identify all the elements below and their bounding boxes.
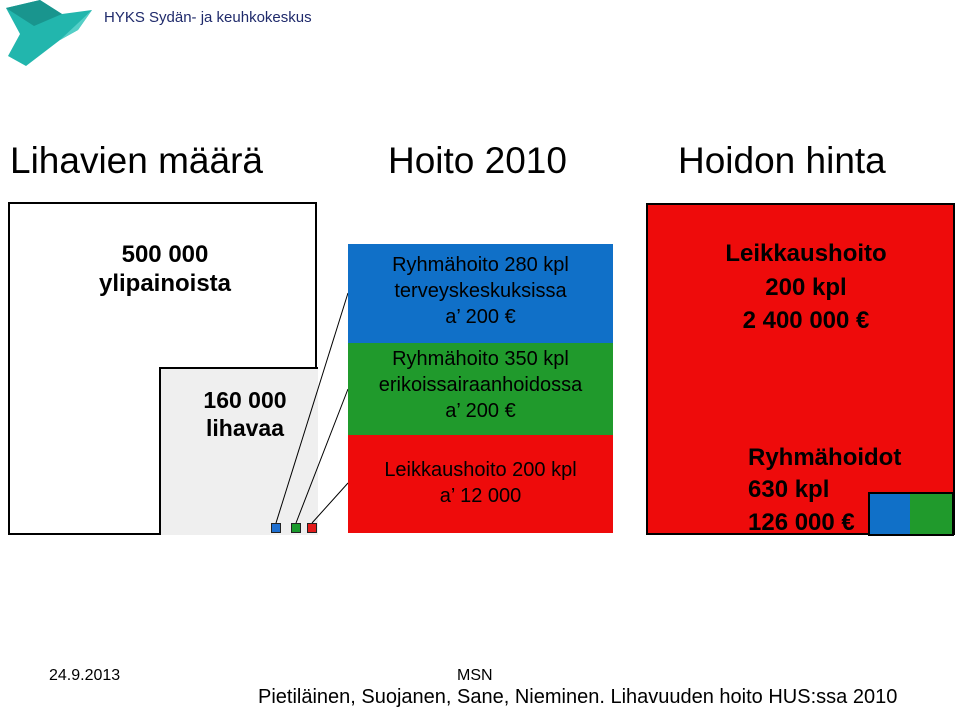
surgery-cost-box: [646, 203, 955, 535]
obese-label: 160 000 lihavaa: [170, 387, 320, 442]
cost-line: Ryhmähoidot: [748, 444, 902, 471]
hus-logo-icon: [6, 0, 92, 66]
block-line: Leikkaushoito 200 kpl: [384, 459, 577, 481]
left-column-title: Lihavien määrä: [10, 140, 263, 181]
surgery-block: Leikkaushoito 200 kpl a’ 12 000: [348, 435, 613, 533]
block-line: a’ 200 €: [445, 400, 516, 422]
block-line: terveyskeskuksissa: [394, 280, 567, 302]
footer-citation: Pietiläinen, Suojanen, Sane, Nieminen. L…: [258, 686, 898, 708]
blue-mini-square: [271, 523, 281, 533]
green-mini-square: [291, 523, 301, 533]
group-cost-green-square: [910, 492, 954, 536]
org-name: HYKS Sydän- ja keuhkokeskus: [104, 9, 312, 26]
red-mini-square: [307, 523, 317, 533]
overweight-label: 500 000 ylipainoista: [70, 241, 260, 299]
middle-column-title: Hoito 2010: [388, 140, 567, 181]
cost-line: 200 kpl: [765, 273, 847, 301]
overweight-unit: ylipainoista: [98, 269, 232, 297]
block-line: a’ 12 000: [439, 485, 522, 507]
group-cost-label: Ryhmähoidot 630 kpl 126 000 €: [748, 442, 928, 539]
group-therapy-primary-block: Ryhmähoito 280 kpl terveyskeskuksissa a’…: [348, 244, 613, 343]
group-therapy-specialist-block: Ryhmähoito 350 kpl erikoissairaanhoidoss…: [348, 343, 613, 435]
group-cost-blue-square: [868, 492, 914, 536]
obese-unit: lihavaa: [206, 414, 284, 441]
cost-line: 2 400 000 €: [742, 307, 870, 335]
cost-line: 126 000 €: [748, 508, 855, 536]
block-line: a’ 200 €: [445, 306, 516, 328]
footer-date: 24.9.2013: [49, 667, 121, 684]
obese-count: 160 000: [203, 387, 287, 413]
block-line: erikoissairaanhoidossa: [378, 374, 583, 396]
right-column-title: Hoidon hinta: [678, 140, 886, 181]
surgery-cost-label: Leikkaushoito 200 kpl 2 400 000 €: [686, 237, 926, 338]
footer-center: MSN: [457, 667, 493, 684]
block-line: Ryhmähoito 280 kpl: [392, 254, 569, 276]
overweight-count: 500 000: [121, 241, 209, 268]
cost-line: Leikkaushoito: [725, 240, 887, 267]
cost-line: 630 kpl: [748, 476, 830, 504]
block-line: Ryhmähoito 350 kpl: [392, 348, 569, 370]
